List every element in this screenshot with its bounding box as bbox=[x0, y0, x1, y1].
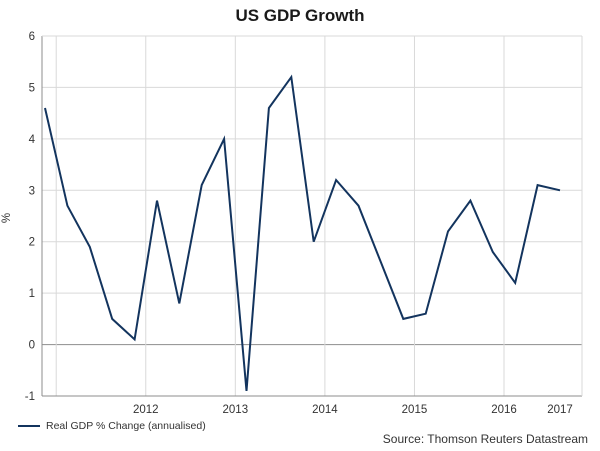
y-tick-label: 6 bbox=[29, 31, 35, 43]
x-tick-label: 2013 bbox=[223, 404, 249, 416]
grid-layer bbox=[42, 35, 582, 397]
x-tick-label: 2012 bbox=[133, 404, 159, 416]
legend-swatch bbox=[18, 425, 40, 427]
y-tick-label: 1 bbox=[29, 288, 35, 300]
x-tick-label: 2016 bbox=[491, 404, 517, 416]
x-tick-label: 2017 bbox=[547, 404, 573, 416]
y-tick-label: 5 bbox=[29, 82, 35, 94]
series-line-real-gdp bbox=[44, 74, 561, 391]
series-layer bbox=[44, 74, 561, 391]
axis-layer: -1 0 1 2 3 4 5 6 2012 2013 2014 2015 2016 2017 bbox=[25, 31, 583, 416]
y-tick-label: -1 bbox=[25, 391, 35, 403]
y-tick-label: 4 bbox=[29, 134, 36, 146]
x-tick-label: 2015 bbox=[402, 404, 428, 416]
x-tick-label: 2014 bbox=[312, 404, 338, 416]
legend-label: Real GDP % Change (annualised) bbox=[46, 420, 206, 432]
y-tick-label: 0 bbox=[29, 340, 35, 352]
y-tick-label: 2 bbox=[29, 237, 35, 249]
chart-title: US GDP Growth bbox=[235, 6, 365, 25]
y-axis-label: % bbox=[1, 213, 13, 223]
y-tick-label: 3 bbox=[29, 185, 35, 197]
source-note: Source: Thomson Reuters Datastream bbox=[382, 432, 588, 446]
legend: Real GDP % Change (annualised) bbox=[18, 420, 206, 432]
